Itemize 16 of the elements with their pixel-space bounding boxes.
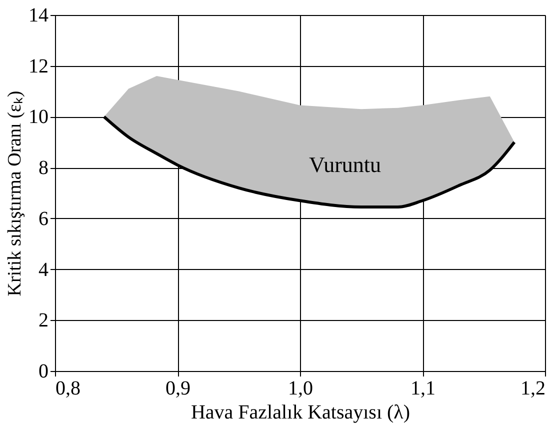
x-tick-label: 1,1 [410, 378, 436, 400]
x-axis-title: Hava Fazlalık Katsayısı (λ) [190, 402, 410, 424]
y-tick-label: 6 [38, 208, 48, 230]
y-tick-label: 0 [38, 360, 48, 382]
y-tick-label: 12 [28, 55, 48, 78]
x-tick-label: 1,2 [520, 378, 546, 400]
x-tick-label: 1,0 [288, 378, 313, 400]
annotation: Vuruntu [308, 152, 382, 177]
y-tick-label: 10 [28, 106, 48, 128]
x-tick-label: 0,9 [166, 378, 190, 400]
y-tick-label: 2 [38, 310, 48, 332]
x-tick-label: 0,8 [56, 378, 80, 400]
y-tick-label: 8 [38, 157, 48, 180]
y-tick-label: 14 [28, 4, 48, 26]
y-tick-label: 4 [38, 258, 48, 281]
y-axis-title: Kritik sıkıştırma Oranı (εₖ) [4, 90, 26, 296]
